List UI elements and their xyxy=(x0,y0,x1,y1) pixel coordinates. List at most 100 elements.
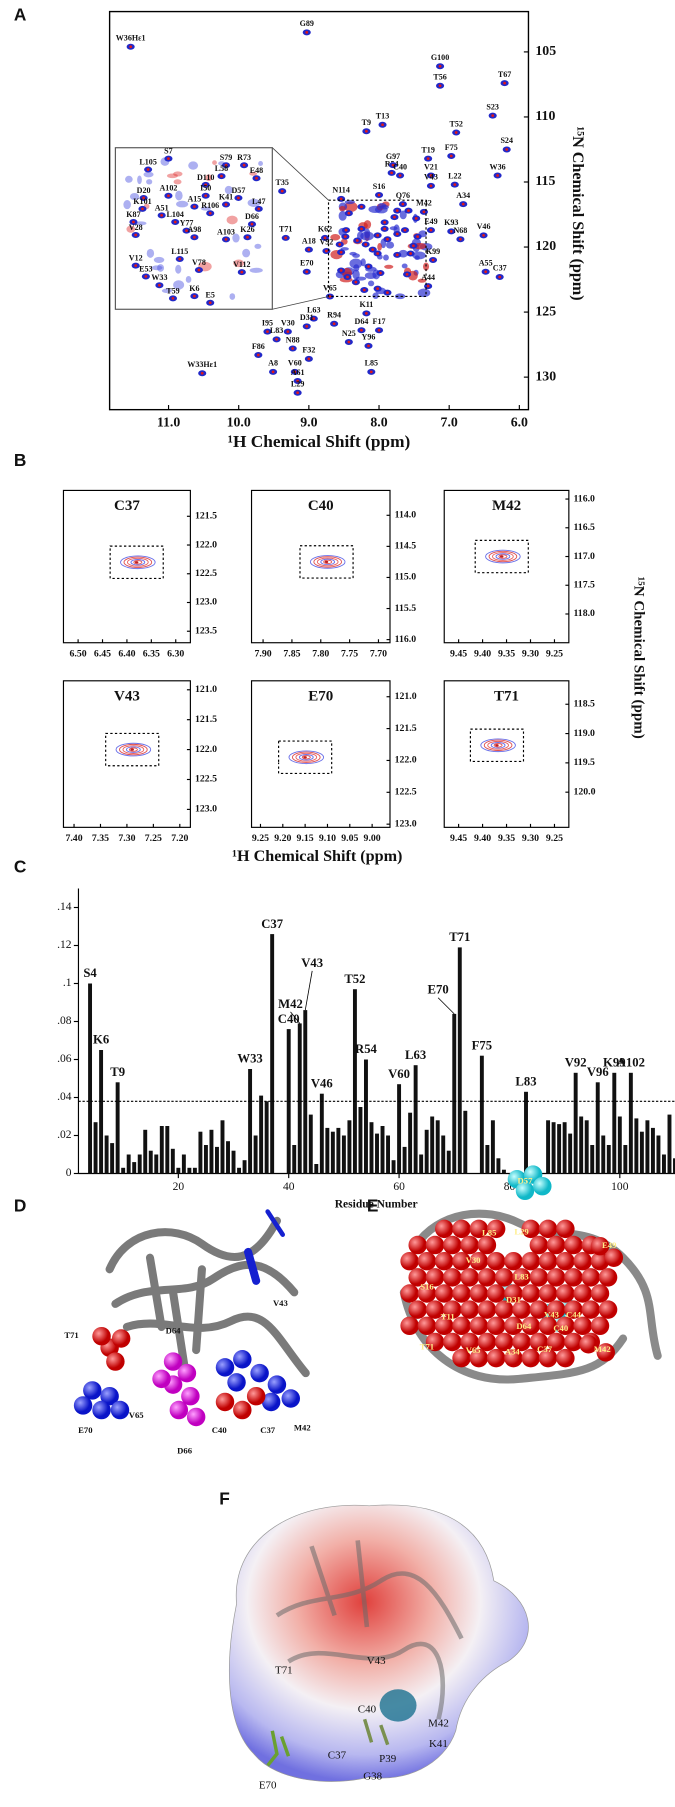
peak-center xyxy=(224,203,228,206)
atom-sphere xyxy=(469,1316,489,1336)
contour-line xyxy=(295,752,318,762)
peak-center xyxy=(454,131,458,134)
bar-label: V96 xyxy=(587,1065,609,1079)
peak-label: A55 xyxy=(479,259,493,268)
peak-center xyxy=(178,257,182,261)
atom-sphere xyxy=(400,1284,419,1303)
residue-label: E70 xyxy=(78,1425,92,1435)
bar xyxy=(352,989,357,1174)
residue-label: V65 xyxy=(466,1345,481,1355)
contour-blob xyxy=(166,173,178,179)
peak-center xyxy=(431,258,435,262)
contour-line xyxy=(125,746,141,753)
x-tick-label: 9.20 xyxy=(274,833,291,844)
bar xyxy=(314,1164,319,1174)
atom-sphere xyxy=(163,1352,183,1371)
atom-sphere xyxy=(538,1219,558,1239)
contour-line xyxy=(123,556,153,568)
atom-sphere xyxy=(504,1348,523,1368)
contour-blob xyxy=(173,280,185,290)
peak-center xyxy=(459,237,462,241)
peak-label: D66 xyxy=(245,212,259,221)
contour-blob xyxy=(394,293,406,300)
x-tick-label: 9.40 xyxy=(474,833,491,844)
peak-center xyxy=(193,205,196,209)
bar xyxy=(104,1135,109,1174)
peak xyxy=(324,560,329,564)
bar xyxy=(501,1169,506,1174)
bar-label: T52 xyxy=(344,972,365,986)
atom-sphere xyxy=(521,1251,540,1271)
peak xyxy=(134,561,139,564)
peak-center xyxy=(449,154,453,158)
bar xyxy=(496,1158,501,1174)
residue-label: C37 xyxy=(537,1344,553,1354)
contour-line xyxy=(120,555,156,570)
atom-sphere xyxy=(408,1235,427,1255)
atom-sphere xyxy=(529,1332,549,1352)
x-tick-label: 7.80 xyxy=(312,649,329,660)
peak-label: W36 xyxy=(490,162,506,171)
bar xyxy=(446,1150,451,1174)
peak-label: A102 xyxy=(159,184,177,193)
bar xyxy=(380,1126,385,1174)
atom-sphere xyxy=(246,1386,266,1406)
peak-label: S16 xyxy=(373,182,386,191)
peak-label: R73 xyxy=(237,153,251,162)
bar-label: K6 xyxy=(93,1033,109,1047)
peak-label: S24 xyxy=(500,136,513,145)
contour-line xyxy=(122,745,145,754)
peak-label: A51 xyxy=(155,203,169,212)
y-tick-label: 123.0 xyxy=(395,818,417,829)
contour-line xyxy=(487,740,509,750)
bar xyxy=(165,1126,170,1174)
bar xyxy=(99,1050,104,1174)
y-tick-label: .04 xyxy=(57,1091,72,1103)
peak-label: S79 xyxy=(220,153,233,162)
contour-line xyxy=(301,755,311,760)
bar-label: S4 xyxy=(83,966,97,980)
peak-center xyxy=(220,174,223,178)
peak-label: L83 xyxy=(270,326,283,335)
atom-sphere xyxy=(515,1181,535,1201)
bar-label: M42 xyxy=(278,997,303,1011)
atom-sphere xyxy=(452,1316,471,1336)
x-tick-label: 7.70 xyxy=(370,649,387,660)
residue-label: T71 xyxy=(275,1664,293,1676)
peak-label: D20 xyxy=(137,186,151,195)
leader-line xyxy=(437,997,455,1015)
residue-label: C40 xyxy=(212,1425,227,1435)
peak-label: L29 xyxy=(291,380,304,389)
atom-sphere xyxy=(581,1300,600,1319)
atom-sphere xyxy=(443,1268,462,1287)
atom-sphere xyxy=(581,1268,600,1287)
atom-sphere xyxy=(486,1284,506,1303)
atom-sphere xyxy=(538,1348,558,1368)
peak-label: K6 xyxy=(189,284,199,293)
atom-sphere xyxy=(435,1251,454,1271)
peak-center xyxy=(204,194,208,198)
peak-center xyxy=(491,114,495,118)
peak-label: A8 xyxy=(268,359,278,368)
x-tick-label: 7.20 xyxy=(171,833,188,844)
peak-center xyxy=(307,357,311,361)
contour-blob xyxy=(134,221,147,226)
atom-sphere xyxy=(486,1251,506,1271)
bar xyxy=(341,1135,346,1174)
bar xyxy=(667,1114,672,1174)
atom-sphere xyxy=(460,1235,479,1255)
peak-center xyxy=(266,330,269,333)
residue-label: P39 xyxy=(379,1753,397,1765)
peak-center xyxy=(293,370,297,374)
peak-label: G100 xyxy=(431,53,449,62)
residue-label: G38 xyxy=(363,1770,382,1782)
peak-center xyxy=(305,270,309,274)
y-tick-label: 122.5 xyxy=(395,787,417,798)
residue-label: L83 xyxy=(514,1271,529,1281)
contour-blob xyxy=(389,226,398,231)
peak-center xyxy=(193,294,196,298)
contour-blob xyxy=(125,175,133,183)
contour-blob xyxy=(126,225,136,233)
x-tick-label: 8.0 xyxy=(370,415,387,430)
